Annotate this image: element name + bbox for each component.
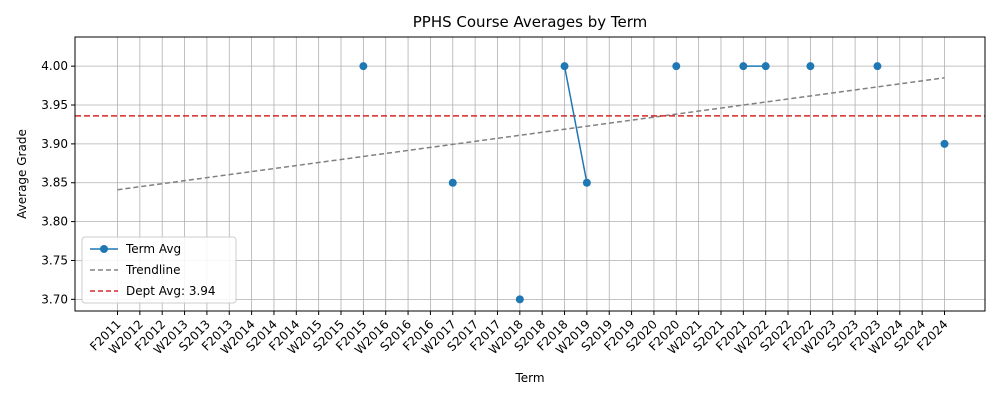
legend: Term Avg Trendline Dept Avg: 3.94 [81, 236, 237, 304]
chart-title: PPHS Course Averages by Term [413, 13, 648, 31]
reference-lines [75, 77, 985, 191]
legend-marker-term-avg [100, 245, 108, 253]
series-term-avg [359, 62, 949, 304]
x-axis: F2011W2012F2012W2013S2013F2013W2014S2014… [87, 311, 951, 357]
legend-label-trendline: Trendline [125, 263, 181, 277]
legend-box [81, 236, 237, 304]
data-point [761, 62, 770, 71]
trendline [117, 77, 945, 191]
data-point [582, 178, 591, 187]
plot-frame [74, 36, 986, 312]
data-point [359, 62, 368, 71]
y-tick-label: 3.75 [41, 253, 68, 267]
data-point [806, 62, 815, 71]
y-axis: 3.70 3.75 3.80 3.85 3.90 3.95 4.00 [41, 59, 75, 306]
y-axis-label: Average Grade [15, 129, 29, 219]
x-axis-label: Term [514, 371, 544, 385]
y-tick-label: 3.90 [41, 137, 68, 151]
data-point [515, 295, 524, 304]
y-tick-label: 3.85 [41, 176, 68, 190]
legend-label-dept-avg: Dept Avg: 3.94 [126, 284, 216, 298]
data-point [448, 178, 457, 187]
legend-label-term-avg: Term Avg [125, 242, 181, 256]
data-point [873, 62, 882, 71]
y-tick-label: 3.70 [41, 292, 68, 306]
y-tick-label: 4.00 [41, 59, 68, 73]
data-point [739, 62, 748, 71]
data-point [560, 62, 569, 71]
data-point [672, 62, 681, 71]
data-point [940, 139, 949, 148]
series-segment [563, 66, 588, 183]
y-tick-label: 3.80 [41, 215, 68, 229]
y-tick-label: 3.95 [41, 98, 68, 112]
